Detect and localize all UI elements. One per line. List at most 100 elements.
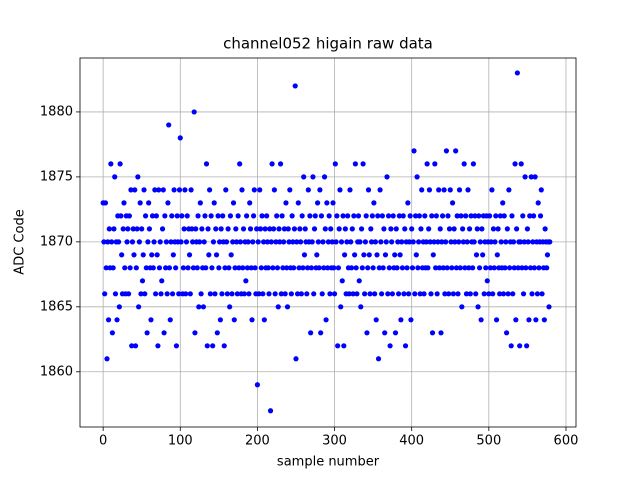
point	[284, 304, 291, 310]
point	[547, 239, 553, 245]
point	[471, 239, 477, 245]
point	[148, 317, 154, 323]
point	[507, 265, 513, 271]
point	[473, 291, 479, 297]
point	[335, 265, 342, 271]
point	[318, 330, 324, 336]
point	[136, 239, 142, 245]
point	[376, 265, 382, 271]
point	[314, 200, 321, 206]
point	[397, 252, 403, 258]
point	[179, 213, 185, 219]
point	[178, 239, 184, 245]
point	[520, 291, 527, 297]
point	[140, 252, 146, 258]
point	[402, 226, 408, 232]
point	[186, 252, 193, 258]
point	[244, 265, 250, 271]
point	[205, 226, 211, 232]
point	[206, 187, 213, 193]
point	[356, 278, 362, 284]
point	[536, 265, 542, 271]
point	[414, 174, 420, 180]
point	[153, 213, 159, 219]
point	[334, 213, 340, 219]
point	[235, 213, 241, 219]
point	[204, 343, 210, 349]
point	[223, 187, 229, 193]
point	[132, 343, 139, 349]
point	[200, 304, 207, 310]
point	[484, 278, 490, 284]
point	[402, 343, 409, 349]
point	[493, 317, 500, 323]
point	[251, 187, 257, 193]
point	[362, 291, 368, 297]
point	[194, 265, 200, 271]
point	[494, 252, 500, 258]
point	[304, 291, 310, 297]
point	[323, 317, 329, 323]
point	[168, 239, 174, 245]
point	[101, 239, 107, 245]
point	[348, 239, 354, 245]
point	[387, 343, 393, 349]
point	[435, 239, 441, 245]
point	[379, 213, 385, 219]
point	[218, 226, 224, 232]
point	[481, 291, 487, 297]
point	[331, 265, 337, 271]
point	[381, 226, 387, 232]
point	[369, 213, 375, 219]
point	[265, 265, 271, 271]
point	[328, 226, 334, 232]
point	[521, 239, 527, 245]
point	[196, 304, 202, 310]
point	[436, 187, 442, 193]
point	[325, 265, 331, 271]
point	[365, 187, 372, 193]
point	[392, 330, 399, 336]
point	[488, 239, 494, 245]
point	[364, 330, 370, 336]
point	[173, 265, 179, 271]
point	[198, 291, 204, 297]
point	[166, 122, 172, 128]
y-tick-label: 1870	[40, 234, 73, 249]
point	[203, 161, 210, 167]
point	[288, 291, 294, 297]
point	[448, 239, 454, 245]
point	[219, 291, 225, 297]
point	[503, 330, 510, 336]
point	[316, 265, 322, 271]
point	[446, 291, 452, 297]
point	[132, 187, 138, 193]
point	[294, 239, 300, 245]
point	[487, 213, 493, 219]
point	[247, 226, 254, 232]
point	[196, 239, 203, 245]
point	[478, 317, 484, 323]
point	[268, 239, 274, 245]
point	[498, 239, 504, 245]
point	[530, 239, 536, 245]
point	[264, 239, 271, 245]
point	[244, 213, 250, 219]
point	[395, 239, 401, 245]
point	[396, 213, 402, 219]
point	[433, 265, 439, 271]
point	[454, 213, 460, 219]
point	[311, 291, 317, 297]
point	[412, 213, 419, 219]
point	[248, 265, 254, 271]
point	[117, 161, 123, 167]
point	[156, 265, 163, 271]
point	[358, 226, 365, 232]
point	[255, 239, 261, 245]
point	[234, 291, 240, 297]
point	[286, 239, 292, 245]
point	[395, 291, 402, 297]
point	[169, 291, 176, 297]
point	[319, 291, 325, 297]
